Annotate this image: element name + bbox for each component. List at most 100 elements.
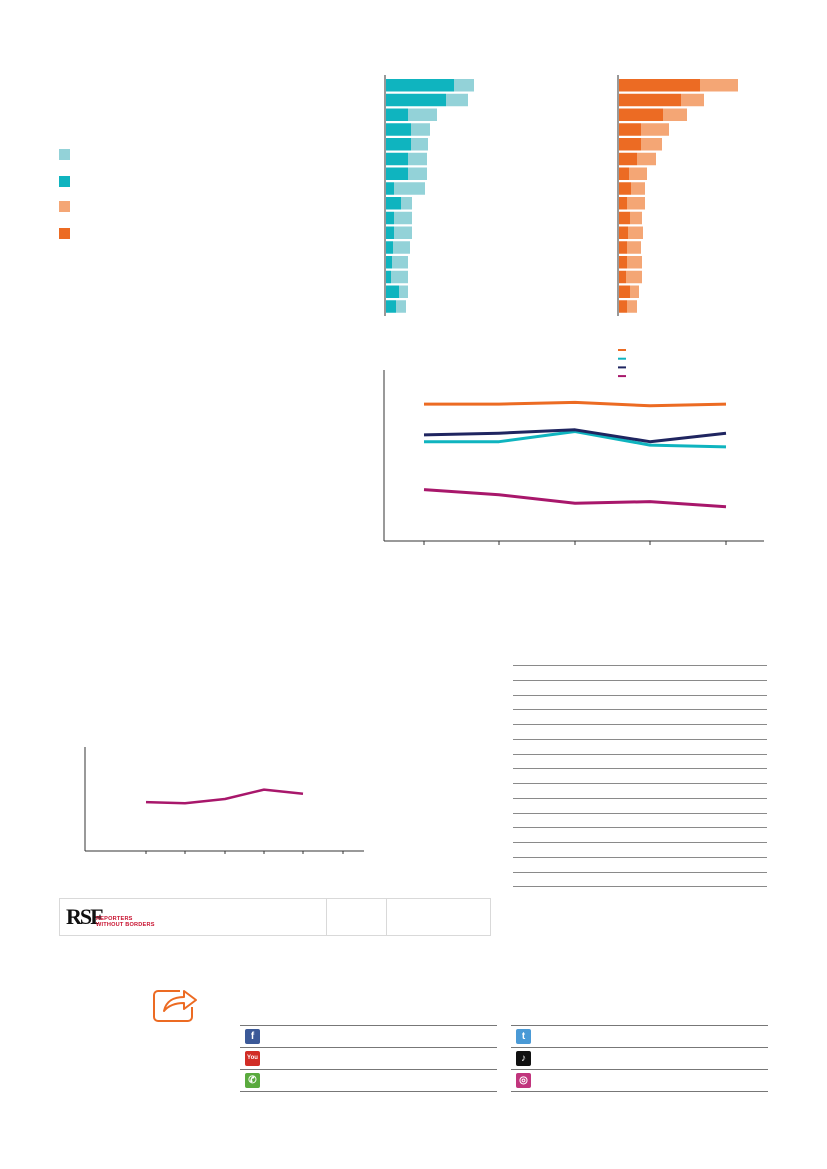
series-line xyxy=(424,430,727,449)
table-row xyxy=(513,738,767,740)
bar-segment xyxy=(619,211,630,225)
legend-swatch-light-orange xyxy=(59,201,70,212)
bar-segment xyxy=(386,270,391,284)
social-link-youtube[interactable]: You xyxy=(240,1048,497,1070)
bar-segment xyxy=(401,197,412,210)
bar-segment xyxy=(446,93,468,107)
bar-segment xyxy=(630,285,639,298)
rsf-logo-mark: RSF xyxy=(66,904,104,929)
rsf-logo-line1: REPORTERS xyxy=(96,916,133,922)
bar-segment xyxy=(641,123,669,136)
bar-segment xyxy=(386,285,399,298)
bar-segment xyxy=(637,152,656,166)
rsf-divider xyxy=(386,899,387,935)
bar-segment xyxy=(408,152,427,166)
tiktok-icon: ♪ xyxy=(516,1051,531,1066)
table-row xyxy=(513,871,767,873)
bar-segment xyxy=(627,256,642,269)
social-link-whatsapp[interactable]: ✆ xyxy=(240,1070,497,1092)
bar-segment xyxy=(386,152,408,166)
bar-segment xyxy=(386,138,411,151)
bar-segment xyxy=(394,182,425,195)
rsf-info-box: RSF REPORTERS WITHOUT BORDERS xyxy=(59,898,491,936)
bar-segment xyxy=(386,182,394,195)
bar-segment xyxy=(408,167,427,180)
bar-segment xyxy=(619,270,626,284)
bar-segment xyxy=(399,285,408,298)
bar-segment xyxy=(408,108,437,121)
bar-segment xyxy=(386,226,394,239)
bar-segment xyxy=(391,270,408,284)
bar-segment xyxy=(619,79,700,92)
bar-segment xyxy=(619,152,637,166)
bar-segment xyxy=(386,241,393,254)
bar-segment xyxy=(681,93,704,107)
social-link-twitter[interactable]: t xyxy=(511,1026,768,1048)
bar-segment xyxy=(411,123,430,136)
bar-segment xyxy=(619,197,627,210)
bar-segment xyxy=(631,182,645,195)
facebook-icon: f xyxy=(245,1029,260,1044)
series-line xyxy=(423,488,727,509)
table-row xyxy=(513,856,767,858)
legend-swatch-teal xyxy=(59,176,70,187)
rsf-logo-name: REPORTERS WITHOUT BORDERS xyxy=(96,916,155,929)
bar-segment xyxy=(619,123,641,136)
bar-segment xyxy=(394,211,412,225)
bar-segment xyxy=(386,79,454,92)
series-line xyxy=(424,400,727,408)
bar-segment xyxy=(619,300,627,313)
social-link-facebook[interactable]: f xyxy=(240,1026,497,1048)
bar-segment xyxy=(392,256,408,269)
bar-segment xyxy=(627,197,645,210)
table-row xyxy=(513,709,767,711)
table-row xyxy=(513,842,767,843)
youtube-icon: You xyxy=(245,1051,260,1066)
bar-segment xyxy=(626,270,642,284)
table-row xyxy=(513,679,767,681)
table-row xyxy=(513,812,767,814)
bar-segment xyxy=(663,108,687,121)
bar-segment xyxy=(386,108,408,121)
social-link-instagram[interactable]: ◎ xyxy=(511,1070,768,1092)
bar-segment xyxy=(630,211,642,225)
bar-segment xyxy=(641,138,662,151)
bar-segment xyxy=(619,93,681,107)
table-row xyxy=(513,827,767,829)
bar-segment xyxy=(627,300,637,313)
table-row xyxy=(513,694,767,696)
bar-segment xyxy=(619,256,627,269)
table-row xyxy=(513,753,767,755)
whatsapp-icon: ✆ xyxy=(245,1073,260,1088)
bar-segment xyxy=(386,256,392,269)
bar-segment xyxy=(386,167,408,180)
bar-segment xyxy=(454,79,474,92)
table-row xyxy=(513,665,767,666)
series-line xyxy=(423,428,727,444)
table-row xyxy=(513,797,767,799)
rsf-logo-line2: WITHOUT BORDERS xyxy=(96,922,155,929)
bar-segment xyxy=(386,211,394,225)
table-row xyxy=(513,886,767,888)
bar-segment xyxy=(393,241,410,254)
social-divider xyxy=(240,1025,497,1026)
bar-segment xyxy=(627,241,641,254)
bar-segment xyxy=(619,108,663,121)
bar-segment xyxy=(619,241,627,254)
table-row xyxy=(513,768,767,770)
bar-segment xyxy=(386,300,396,313)
table-row xyxy=(513,724,767,725)
bar-segment xyxy=(394,226,412,239)
bar-segment xyxy=(619,167,629,180)
bar-segment xyxy=(619,182,631,195)
rsf-logo: RSF REPORTERS WITHOUT BORDERS xyxy=(66,905,156,931)
social-divider xyxy=(511,1025,768,1026)
share-icon[interactable] xyxy=(152,985,202,1023)
social-link-tiktok[interactable]: ♪ xyxy=(511,1048,768,1070)
bar-segment xyxy=(619,138,641,151)
series-line xyxy=(145,788,304,805)
bar-segment xyxy=(700,79,738,92)
